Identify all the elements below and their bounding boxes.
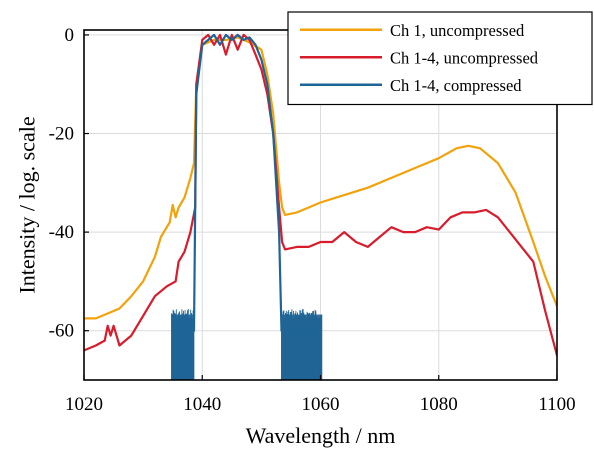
y-tick-label: -40 — [49, 222, 74, 243]
noise-layer — [171, 308, 323, 380]
axis-ticks — [83, 34, 558, 380]
series-line — [192, 33, 283, 332]
legend-label: Ch 1, uncompressed — [390, 21, 525, 40]
y-axis-title: Intensity / log. scale — [15, 116, 40, 293]
y-tick-label: -60 — [49, 321, 74, 342]
legend: Ch 1, uncompressed Ch 1-4, uncompressed Ch… — [287, 11, 593, 106]
x-axis-title: Wavelength / nm — [246, 423, 396, 448]
x-tick-label: 1080 — [420, 394, 458, 415]
y-tick-label: -20 — [49, 124, 74, 145]
x-tick-label: 1020 — [65, 394, 103, 415]
series-line — [84, 33, 557, 357]
legend-label: Ch 1-4, compressed — [390, 76, 522, 95]
y-tick-label: 0 — [65, 25, 75, 46]
series-layer — [84, 33, 557, 357]
noise-band — [171, 309, 195, 380]
series-line — [84, 36, 557, 320]
x-tick-label: 1060 — [302, 394, 340, 415]
x-tick-label: 1040 — [183, 394, 221, 415]
y-tick-labels: 0 -20 -40 -60 — [49, 25, 74, 342]
legend-label: Ch 1-4, uncompressed — [390, 48, 539, 67]
x-tick-labels: 1020 1040 1060 1080 1100 — [65, 394, 576, 415]
x-tick-label: 1100 — [538, 394, 575, 415]
noise-band — [281, 308, 323, 380]
